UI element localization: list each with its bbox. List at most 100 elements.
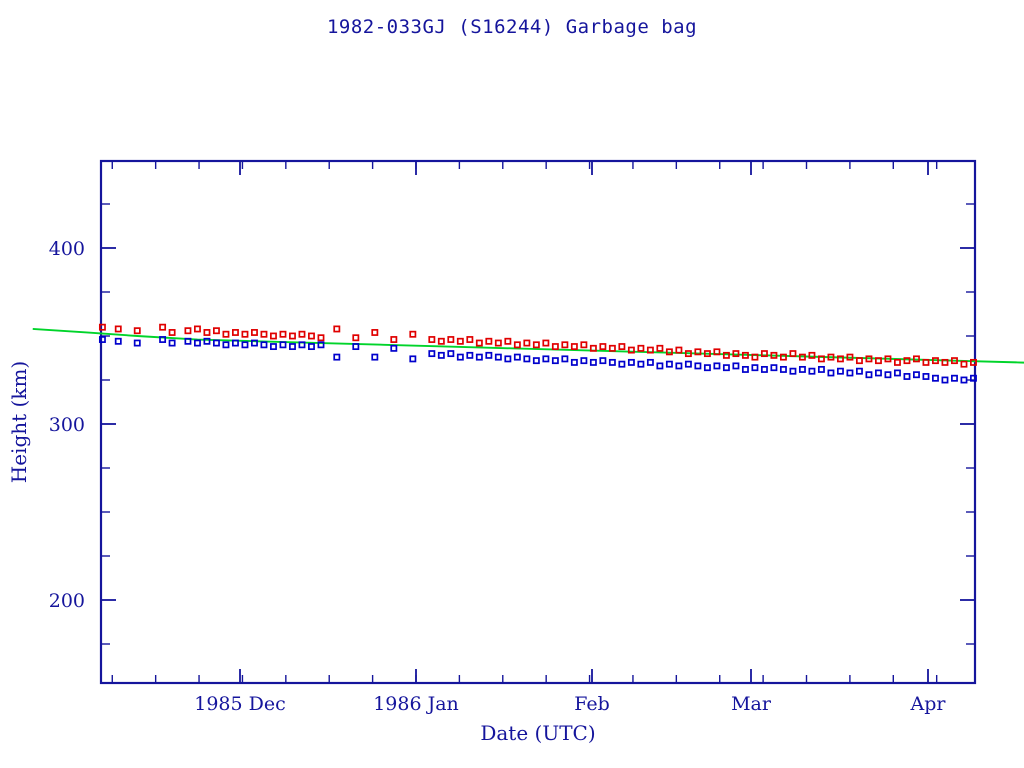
data-point-marker [532,357,540,365]
data-point-marker [722,351,730,359]
data-point-marker [308,343,315,351]
data-point-marker [232,329,239,336]
data-point-marker [551,343,559,351]
data-point-marker [289,343,296,351]
data-point-marker [836,355,844,363]
data-point-marker [570,343,578,351]
data-point-marker [941,358,949,366]
data-point-marker [114,325,122,333]
data-point-marker [741,351,749,359]
y-axis-label: Height (km) [7,361,31,483]
data-point-marker [371,329,379,336]
data-point-marker [608,344,616,352]
data-point-marker [922,358,930,366]
data-point-marker [333,325,341,333]
data-point-marker [922,373,930,380]
data-point-marker [827,369,835,377]
data-point-marker [260,330,268,338]
data-point-marker [409,330,417,338]
data-point-marker [270,332,277,340]
data-point-marker [646,346,654,354]
data-point-marker [390,344,398,352]
data-point-marker [703,364,711,372]
data-point-marker [98,336,106,343]
data-point-marker [713,348,721,356]
y-tick-label: 300 [49,414,85,436]
x-axis-label: Date (UTC) [480,721,595,745]
data-point-marker [114,337,122,345]
mean-height-line [32,328,1024,364]
data-point-marker [893,358,901,366]
data-point-marker [960,360,968,368]
data-point-marker [779,365,787,373]
data-point-marker [675,346,683,354]
data-point-marker [817,365,825,373]
data-point-marker [599,357,607,365]
data-point-marker [903,357,911,365]
data-point-marker [646,358,654,366]
data-point-marker [580,341,588,349]
data-point-marker [437,337,445,345]
data-point-marker [760,350,768,358]
data-point-marker [194,325,201,333]
y-tick-label: 400 [49,238,85,260]
data-point-marker [836,367,844,375]
data-point-marker [618,343,626,351]
data-point-marker [874,357,882,365]
plot-frame [99,159,977,685]
data-point-marker [466,336,474,343]
data-point-marker [523,339,531,347]
x-tick-label: Apr [910,693,947,715]
data-point-marker [232,339,239,347]
data-point-marker [98,323,106,331]
data-point-marker [390,336,398,343]
data-point-marker [308,332,315,340]
data-point-marker [213,327,220,335]
data-point-marker [855,357,863,365]
data-point-marker [168,339,176,347]
data-point-marker [241,330,249,338]
x-tick-label: Feb [574,693,610,715]
data-point-marker [504,355,512,363]
data-point-marker [599,343,607,351]
data-point-marker [485,337,493,345]
data-point-marker [523,355,531,363]
x-tick-label: Mar [731,693,772,715]
data-point-marker [279,330,287,338]
data-point-marker [903,373,911,380]
data-point-marker [970,358,977,366]
data-point-marker [298,330,306,338]
data-point-marker [513,353,521,361]
data-point-marker [159,323,167,331]
data-point-marker [779,353,787,361]
data-point-marker [317,334,325,342]
data-point-marker [913,355,920,363]
data-point-marker [317,341,325,349]
data-point-marker [960,376,968,384]
data-point-marker [846,353,854,361]
data-point-marker [456,337,464,345]
data-point-marker [561,355,569,363]
data-point-marker [551,357,559,365]
data-point-marker [494,339,502,347]
data-point-marker [703,350,711,358]
data-point-marker [789,367,797,375]
data-point-marker [751,353,759,361]
data-point-marker [203,329,211,336]
data-point-marker [333,353,341,361]
x-tick-label: 1986 Jan [373,693,459,715]
data-point-marker [798,353,806,361]
data-point-marker [168,329,176,336]
data-point-marker [637,360,645,368]
data-point-marker [627,346,635,354]
data-point-marker [561,341,569,349]
data-point-marker [409,355,417,363]
data-point-marker [694,362,702,370]
data-point-marker [817,355,825,363]
data-point-marker [580,357,588,365]
data-point-marker [447,350,455,358]
data-point-marker [827,353,835,361]
data-point-marker [808,367,816,375]
